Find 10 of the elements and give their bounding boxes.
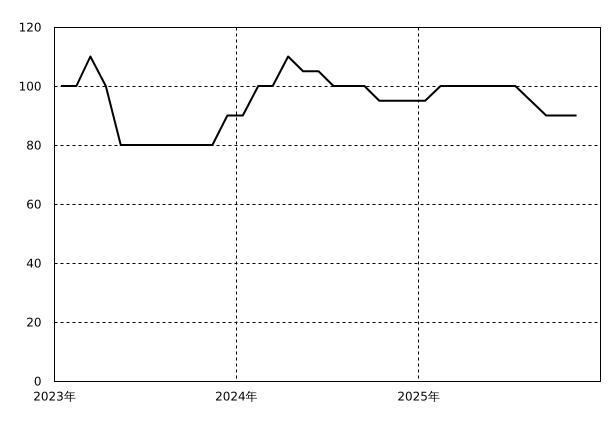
y-tick-label: 120 bbox=[18, 20, 42, 34]
y-tick-label: 0 bbox=[34, 374, 42, 388]
y-tick-label: 20 bbox=[26, 316, 42, 330]
y-tick-label: 80 bbox=[26, 138, 42, 152]
x-tick-label: 2023年 bbox=[33, 390, 76, 404]
y-tick-label: 60 bbox=[26, 198, 42, 212]
y-tick-label: 100 bbox=[18, 80, 42, 94]
x-tick-label: 2024年 bbox=[215, 390, 258, 404]
x-tick-label: 2025年 bbox=[397, 390, 440, 404]
y-tick-label: 40 bbox=[26, 256, 42, 270]
